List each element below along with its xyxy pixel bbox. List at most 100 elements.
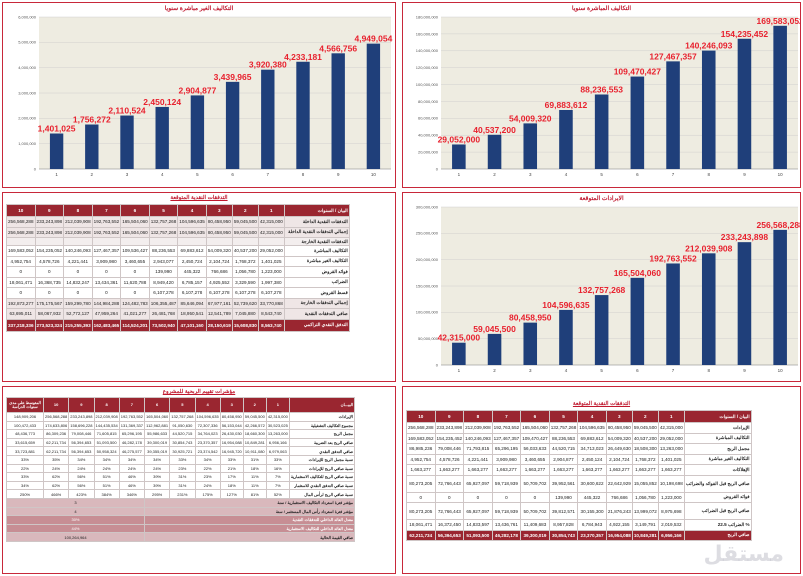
value-cell: 3 — [605, 410, 633, 423]
table-row: 63,695,011 58,067,932 52,772,127 47,959,264… — [6, 308, 350, 320]
bar — [523, 322, 538, 365]
bar — [487, 333, 502, 365]
table-row: 33% 35% 34% 34% 34% 34% 33% 34% 33% 31% 33% نسبة مج… — [6, 454, 356, 465]
value-cell: 3,460,655 — [520, 453, 550, 465]
bar — [296, 61, 310, 169]
value-cell: 104,596,635 — [177, 216, 207, 228]
value-cell — [177, 237, 207, 246]
bar — [487, 134, 502, 169]
data-label: 40,537,200 — [473, 125, 516, 135]
value-cell: 7 — [91, 204, 122, 217]
value-cell: 154,235,452 — [434, 432, 465, 444]
bar — [155, 106, 169, 169]
y-tick-label: 100,000,000 — [416, 310, 439, 315]
value-cell: 54,009,320 — [205, 245, 233, 257]
value-cell: 80,458,950 — [205, 226, 233, 238]
value-cell: 256,568,288 — [406, 422, 436, 434]
value-cell: 10 — [6, 204, 36, 217]
value-cell: 0 — [91, 266, 122, 278]
value-cell: 4,922,155 — [605, 519, 633, 531]
revenues-chart: 0 50,000,000 100,000,000 150,000,000 200,000… — [416, 204, 800, 373]
data-label: 212,039,908 — [685, 243, 733, 253]
indicator-row: 4 مؤشر فترة استرداد رأس المال المستثمر / … — [6, 506, 356, 517]
value-cell: 56% — [68, 472, 95, 482]
bar — [559, 309, 573, 365]
value-cell: 2 — [631, 410, 659, 423]
value-cell: 13,263,000 — [657, 443, 685, 455]
value-cell: 80,458,950 — [205, 216, 233, 228]
value-cell: 80,273,205 — [406, 474, 436, 493]
value-cell: 55,986,633 — [143, 429, 171, 439]
value-cell: 0 — [120, 266, 150, 278]
value-cell: 766,686 — [205, 266, 233, 278]
value-cell: 0 — [434, 491, 465, 503]
value-cell: 0 — [520, 491, 550, 503]
value-cell: 67,977,161 — [205, 297, 233, 309]
value-cell: 80,458,950 — [605, 422, 633, 434]
value-cell: 445,322 — [177, 266, 207, 278]
value-cell: 104,596,635 — [577, 422, 607, 434]
value-cell: 165,504,060 — [520, 422, 550, 434]
value-cell: 72,766,443 — [434, 502, 465, 520]
table-row: 100,472,433 174,633,806 158,696,228 144,435… — [6, 420, 356, 431]
value-cell: 104,596,635 — [194, 412, 221, 422]
table-row: 80,273,205 72,766,443 65,927,097 59,718,939… — [406, 474, 752, 493]
data-label: 4,233,181 — [284, 52, 322, 62]
value-cell: 8,563,740 — [257, 318, 285, 332]
value-cell: 34,713,023 — [577, 443, 607, 455]
data-label: 165,504,060 — [614, 268, 662, 278]
value-cell: 16% — [265, 463, 290, 474]
value-cell: 256,568,288 — [42, 412, 70, 422]
data-label: 1,756,272 — [73, 115, 111, 125]
value-cell: 52,739,620 — [231, 297, 259, 309]
row-label-cell: نسبة مجمل الربح للإيرادات — [288, 454, 356, 465]
x-tick-label: 8 — [707, 368, 710, 373]
value-cell: 33% — [6, 454, 44, 465]
row-label-cell: صافي التدفقات النقدية — [283, 308, 350, 320]
value-cell: 1,401,025 — [657, 453, 685, 465]
value-cell: 10,849,281 — [242, 437, 267, 448]
y-tick-label: 150,000,000 — [416, 283, 439, 288]
value-cell: 21% — [219, 463, 244, 474]
value-cell: 52,772,127 — [63, 308, 93, 320]
data-label: 42,315,000 — [438, 333, 481, 343]
value-cell: 51% — [93, 480, 120, 491]
data-label: 2,110,524 — [108, 106, 146, 116]
value-cell: 0 — [406, 491, 436, 503]
bar — [190, 95, 205, 169]
value-cell: 69,883,612 — [177, 245, 207, 257]
value-cell: 165,504,060 — [143, 412, 171, 422]
value-cell: 165,504,060 — [120, 216, 150, 228]
value-cell: 42,315,000 — [657, 422, 685, 434]
value-cell: 8,975,698 — [657, 502, 685, 520]
value-cell: 80,458,950 — [219, 412, 244, 422]
value-cell: 6,107,278 — [205, 287, 233, 299]
value-cell: 18% — [219, 480, 244, 491]
value-cell: 212,039,908 — [93, 412, 120, 422]
x-tick-label: 3 — [126, 172, 129, 177]
value-cell: 18% — [242, 463, 267, 474]
bar — [773, 25, 787, 169]
value-cell: 2 — [242, 397, 267, 413]
value-cell: 144,435,534 — [93, 420, 120, 431]
table-row: 33% 62% 56% 51% 46% 39% 31% 23% 17% 11% 7% نسبة صاف… — [6, 472, 356, 482]
value-cell: 5 — [548, 410, 579, 423]
bar — [559, 109, 573, 169]
value-cell: 7% — [265, 472, 290, 482]
value-cell: 23,370,357 — [194, 437, 221, 448]
value-cell: 16,368,735 — [34, 276, 65, 288]
value-cell: 8 — [63, 204, 93, 217]
x-tick-label: 4 — [565, 172, 568, 177]
value-cell: 59,045,500 — [631, 422, 659, 434]
x-tick-label: 10 — [778, 172, 784, 177]
value-cell: 2,104,724 — [205, 255, 233, 267]
value-cell: 62,211,734 — [42, 437, 70, 448]
table-header-row: المتوسط على مدى سنوات الدراسة 10 9 8 7 6 5 4 3 2 1… — [6, 397, 356, 413]
value-cell: 51% — [93, 472, 120, 482]
watermark-logo: مستقل — [703, 542, 784, 567]
value-cell: 59,045,500 — [231, 226, 259, 238]
value-cell: 50,958,324 — [93, 446, 120, 456]
y-tick-label: 3,000,000 — [18, 90, 37, 95]
value-cell: 175,175,567 — [34, 297, 65, 309]
evaluation-table: المتوسط على مدى سنوات الدراسة 10 9 8 7 6 5 4 3 2 1… — [6, 397, 356, 542]
